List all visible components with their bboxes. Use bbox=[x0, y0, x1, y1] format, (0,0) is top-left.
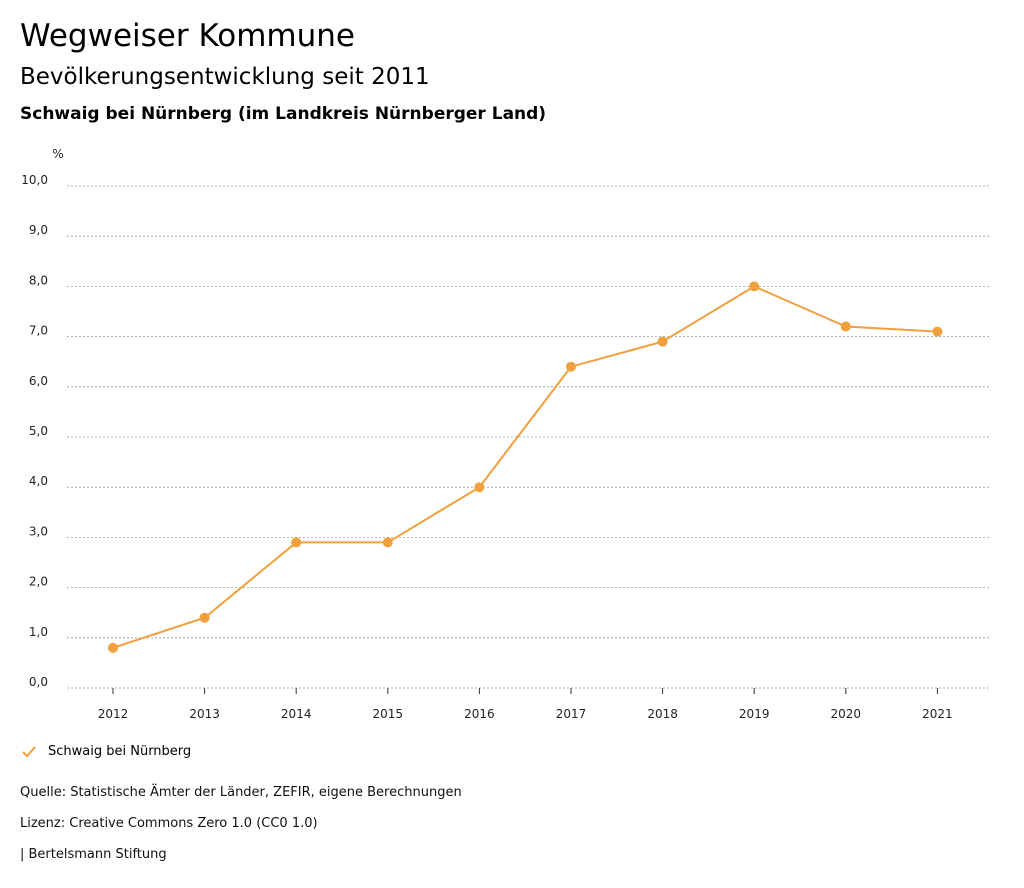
y-axis-ticks: 0,0 1,0 2,0 3,0 4,0 5,0 6,0 7,0 8,0 9,0 10,0% bbox=[21, 147, 63, 689]
data-point bbox=[932, 326, 943, 337]
y-tick-label: 4,0 bbox=[29, 474, 48, 488]
x-tick-label: 2016 bbox=[464, 707, 495, 721]
series-line bbox=[112, 285, 938, 649]
license-note: Lizenz: Creative Commons Zero 1.0 (CC0 1… bbox=[20, 816, 318, 831]
x-tick-label: 2014 bbox=[281, 707, 312, 721]
x-tick-label: 2012 bbox=[98, 707, 129, 721]
y-tick-label: 6,0 bbox=[29, 374, 48, 388]
y-tick-label: 10,0 bbox=[21, 173, 48, 187]
y-tick-label: 3,0 bbox=[29, 524, 48, 538]
y-tick-label: 9,0 bbox=[29, 223, 48, 237]
y-tick-label: 7,0 bbox=[29, 324, 48, 338]
legend-label: Schwaig bei Nürnberg bbox=[48, 744, 192, 759]
legend-item[interactable]: Schwaig bei Nürnberg bbox=[22, 744, 191, 759]
data-point bbox=[840, 321, 851, 332]
x-tick-label: 2019 bbox=[739, 707, 770, 721]
chart-subtitle: Bevölkerungsentwicklung seit 2011 bbox=[20, 64, 430, 90]
check-icon bbox=[22, 745, 36, 757]
series-points bbox=[108, 281, 943, 653]
x-tick-label: 2021 bbox=[922, 707, 953, 721]
publisher-note: | Bertelsmann Stiftung bbox=[20, 847, 167, 862]
data-point bbox=[566, 361, 576, 372]
source-note: Quelle: Statistische Ämter der Länder, Z… bbox=[20, 785, 462, 800]
x-tick-label: 2013 bbox=[189, 707, 220, 721]
x-tick-label: 2020 bbox=[831, 707, 862, 721]
page-title: Wegweiser Kommune bbox=[20, 18, 355, 54]
y-tick-label: 1,0 bbox=[29, 625, 48, 639]
x-tick-label: 2015 bbox=[373, 707, 404, 721]
data-point bbox=[657, 336, 668, 347]
series-line-path bbox=[112, 285, 938, 649]
y-tick-label: 2,0 bbox=[29, 575, 48, 589]
data-point bbox=[108, 642, 118, 653]
data-point bbox=[382, 537, 393, 548]
line-chart: 0,0 1,0 2,0 3,0 4,0 5,0 6,0 7,0 8,0 9,0 10,0% 2012… bbox=[21, 147, 990, 721]
region-title: Schwaig bei Nürnberg (im Landkreis Nürnb… bbox=[20, 104, 547, 124]
data-point bbox=[474, 482, 485, 493]
x-tick-label: 2017 bbox=[556, 707, 587, 721]
data-point bbox=[749, 281, 760, 292]
data-point bbox=[199, 612, 210, 623]
y-tick-label: 8,0 bbox=[29, 273, 48, 287]
x-tick-label: 2018 bbox=[647, 707, 678, 721]
grid-lines bbox=[67, 185, 990, 689]
y-tick-label: 0,0 bbox=[29, 675, 48, 689]
y-axis-label: % bbox=[52, 147, 63, 161]
y-tick-label: 5,0 bbox=[29, 424, 48, 438]
x-axis: 2012 2013 2014 2015 2016 2017 2018 2019 2020 2021 bbox=[98, 688, 953, 721]
data-point bbox=[291, 537, 302, 548]
